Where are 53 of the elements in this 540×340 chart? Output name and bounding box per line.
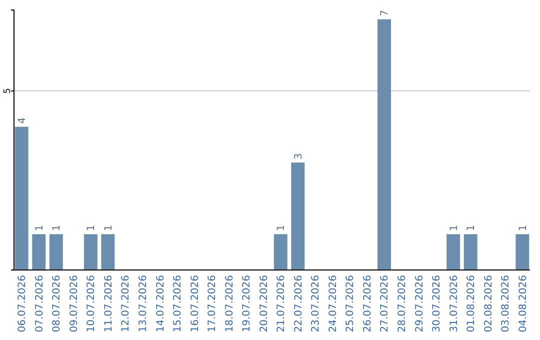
data-label: 1 — [86, 224, 98, 232]
x-tick-label: 10.07.2026 — [86, 275, 98, 332]
bar — [274, 234, 288, 270]
x-tick-label: 23.07.2026 — [310, 275, 322, 332]
data-label: 4 — [17, 117, 28, 124]
data-label: 1 — [466, 224, 478, 232]
data-label: 1 — [34, 224, 46, 232]
bar — [49, 234, 63, 270]
bar — [446, 234, 460, 270]
x-tick-label: 06.07.2026 — [17, 275, 28, 332]
x-tick-label: 24.07.2026 — [328, 275, 339, 332]
x-tick-label: 14.07.2026 — [155, 275, 166, 332]
x-tick-label: 30.07.2026 — [432, 275, 443, 332]
x-tick-label: 09.07.2026 — [68, 275, 80, 332]
x-tick-label: 29.07.2026 — [414, 275, 426, 332]
x-tick-label: 13.07.2026 — [138, 275, 149, 332]
x-tick-label: 27.07.2026 — [380, 275, 391, 332]
data-label: 1 — [518, 224, 529, 232]
bar — [32, 234, 46, 270]
x-tick-label: 08.07.2026 — [52, 275, 63, 332]
data-label: 1 — [276, 224, 288, 232]
data-label: 7 — [380, 10, 391, 16]
bar — [464, 234, 478, 270]
x-tick-label: 02.08.2026 — [483, 275, 494, 332]
x-tick-label: 11.07.2026 — [103, 275, 114, 332]
data-label: 3 — [293, 153, 304, 160]
bar — [14, 126, 28, 270]
x-tick-label: 17.07.2026 — [207, 275, 218, 332]
bar — [516, 234, 530, 270]
x-tick-label: 18.07.2026 — [224, 275, 236, 332]
x-tick-label: 31.07.2026 — [448, 275, 460, 332]
x-tick-label: 22.07.2026 — [293, 275, 304, 332]
x-tick-label: 03.08.2026 — [500, 275, 512, 332]
data-label: 1 — [52, 224, 63, 232]
x-tick-label: 01.08.2026 — [466, 275, 478, 332]
x-tick-label: 26.07.2026 — [362, 275, 374, 332]
x-tick-label: 07.07.2026 — [34, 275, 46, 332]
bar — [101, 234, 115, 270]
x-tick-label: 04.08.2026 — [518, 275, 529, 332]
x-tick-label: 12.07.2026 — [120, 275, 132, 332]
bar — [378, 19, 391, 270]
x-tick-label: 28.07.2026 — [397, 275, 408, 332]
data-label: 1 — [448, 224, 460, 232]
y-tick-label: 5 — [3, 88, 13, 94]
x-tick-label: 21.07.2026 — [276, 275, 288, 332]
x-tick-label: 20.07.2026 — [258, 275, 270, 332]
x-tick-label: 16.07.2026 — [190, 275, 201, 332]
x-tick-label: 25.07.2026 — [345, 275, 356, 332]
bar — [84, 234, 98, 270]
x-tick-label: 15.07.2026 — [172, 275, 184, 332]
data-label: 1 — [103, 224, 114, 232]
bar — [291, 162, 305, 270]
x-tick-label: 19.07.2026 — [242, 275, 253, 332]
